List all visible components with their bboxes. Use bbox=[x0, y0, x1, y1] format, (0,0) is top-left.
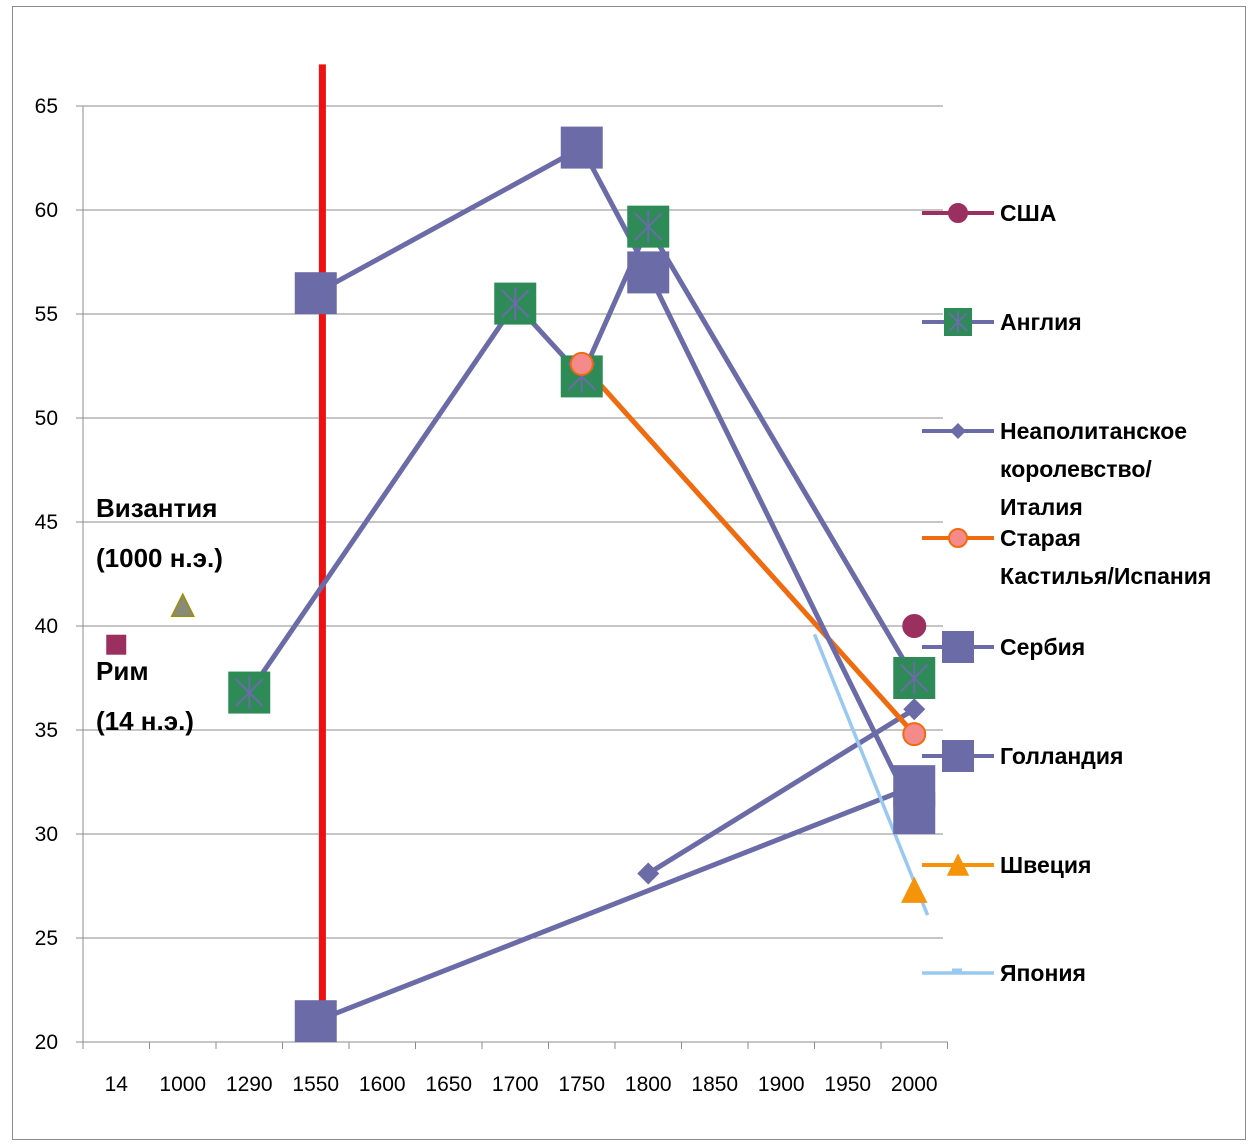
y-tick-label: 25 bbox=[35, 927, 58, 950]
legend-marker bbox=[950, 423, 966, 439]
data-point-s1-p0 bbox=[228, 671, 271, 714]
y-tick-label: 55 bbox=[35, 303, 58, 326]
annotation-text: (14 н.э.) bbox=[96, 706, 194, 736]
legend-label: Япония bbox=[1000, 960, 1086, 986]
x-tick-label: 1900 bbox=[758, 1073, 805, 1096]
chart-frame bbox=[12, 6, 1246, 1140]
data-point-s0-p0 bbox=[902, 614, 927, 638]
legend-label: Голландия bbox=[1000, 743, 1123, 769]
x-tick-label: 1850 bbox=[691, 1073, 738, 1096]
x-tick-label: 1750 bbox=[558, 1073, 605, 1096]
x-tick-label: 14 bbox=[105, 1073, 129, 1096]
x-tick-label: 1000 bbox=[159, 1073, 206, 1096]
legend-label: Швеция bbox=[1000, 852, 1091, 878]
annotation-text: Византия bbox=[96, 493, 217, 523]
data-point-s1-p4 bbox=[893, 657, 936, 699]
legend-label: США bbox=[1000, 200, 1056, 226]
legend-label: Италия bbox=[1000, 494, 1083, 520]
series-line-4 bbox=[314, 783, 916, 1024]
data-point-s5-p2 bbox=[627, 251, 670, 294]
legend-marker bbox=[942, 631, 974, 663]
data-point-s1-p1-star bbox=[501, 287, 530, 320]
series-line-2 bbox=[646, 707, 916, 876]
legend-marker bbox=[948, 203, 968, 223]
data-point-s1-p3 bbox=[627, 205, 670, 248]
legend-label: королевство/ bbox=[1000, 456, 1152, 482]
series-line-5 bbox=[314, 145, 917, 815]
data-point-s6-p0 bbox=[901, 876, 928, 903]
y-tick-label: 60 bbox=[35, 199, 58, 222]
data-point-s5-p3 bbox=[893, 792, 936, 835]
data-point-s5-p0 bbox=[294, 272, 337, 315]
legend-label: Неаполитанское bbox=[1000, 418, 1187, 444]
y-tick-label: 50 bbox=[35, 407, 58, 430]
y-tick-label: 40 bbox=[35, 615, 58, 638]
x-tick-label: 1950 bbox=[824, 1073, 871, 1096]
data-point-s3-p0 bbox=[569, 351, 594, 376]
legend-label: Кастилья/Испания bbox=[1000, 563, 1211, 589]
data-point-s2-p0 bbox=[637, 862, 660, 885]
data-point-s1-p4-star bbox=[900, 661, 929, 695]
legend-marker bbox=[944, 308, 972, 336]
data-point-s5-p1 bbox=[560, 126, 603, 169]
legend-marker bbox=[942, 740, 974, 772]
legend-label: Сербия bbox=[1000, 634, 1085, 660]
legend-marker-star bbox=[948, 311, 968, 333]
legend-label: Англия bbox=[1000, 309, 1082, 335]
y-tick-label: 45 bbox=[35, 511, 58, 534]
data-point-s2-p1 bbox=[903, 698, 926, 721]
legend-label: Старая bbox=[1000, 525, 1081, 551]
legend-marker bbox=[948, 528, 968, 548]
x-tick-label: 1700 bbox=[492, 1073, 539, 1096]
y-tick-label: 35 bbox=[35, 719, 58, 742]
data-point-s1-p3-star bbox=[634, 210, 663, 243]
data-point-extra-1 bbox=[170, 592, 195, 617]
y-tick-label: 30 bbox=[35, 823, 58, 846]
series-line-3 bbox=[579, 362, 917, 736]
x-tick-label: 2000 bbox=[891, 1073, 938, 1096]
x-tick-label: 1650 bbox=[425, 1073, 472, 1096]
data-point-s3-p1 bbox=[902, 722, 927, 747]
y-tick-label: 65 bbox=[35, 95, 58, 118]
data-point-s1-p0-star bbox=[235, 676, 264, 709]
series-line-7 bbox=[812, 633, 930, 916]
data-point-s1-p1 bbox=[494, 282, 537, 325]
x-tick-label: 1600 bbox=[359, 1073, 406, 1096]
x-tick-label: 1800 bbox=[625, 1073, 672, 1096]
annotation-text: (1000 н.э.) bbox=[96, 543, 223, 573]
y-tick-label: 20 bbox=[35, 1031, 58, 1054]
data-point-s4-p0 bbox=[294, 1000, 337, 1043]
legend-marker bbox=[946, 853, 970, 876]
x-tick-label: 1550 bbox=[292, 1073, 339, 1096]
annotation-text: Рим bbox=[96, 656, 149, 686]
data-point-extra-0 bbox=[106, 634, 127, 655]
x-tick-label: 1290 bbox=[226, 1073, 273, 1096]
